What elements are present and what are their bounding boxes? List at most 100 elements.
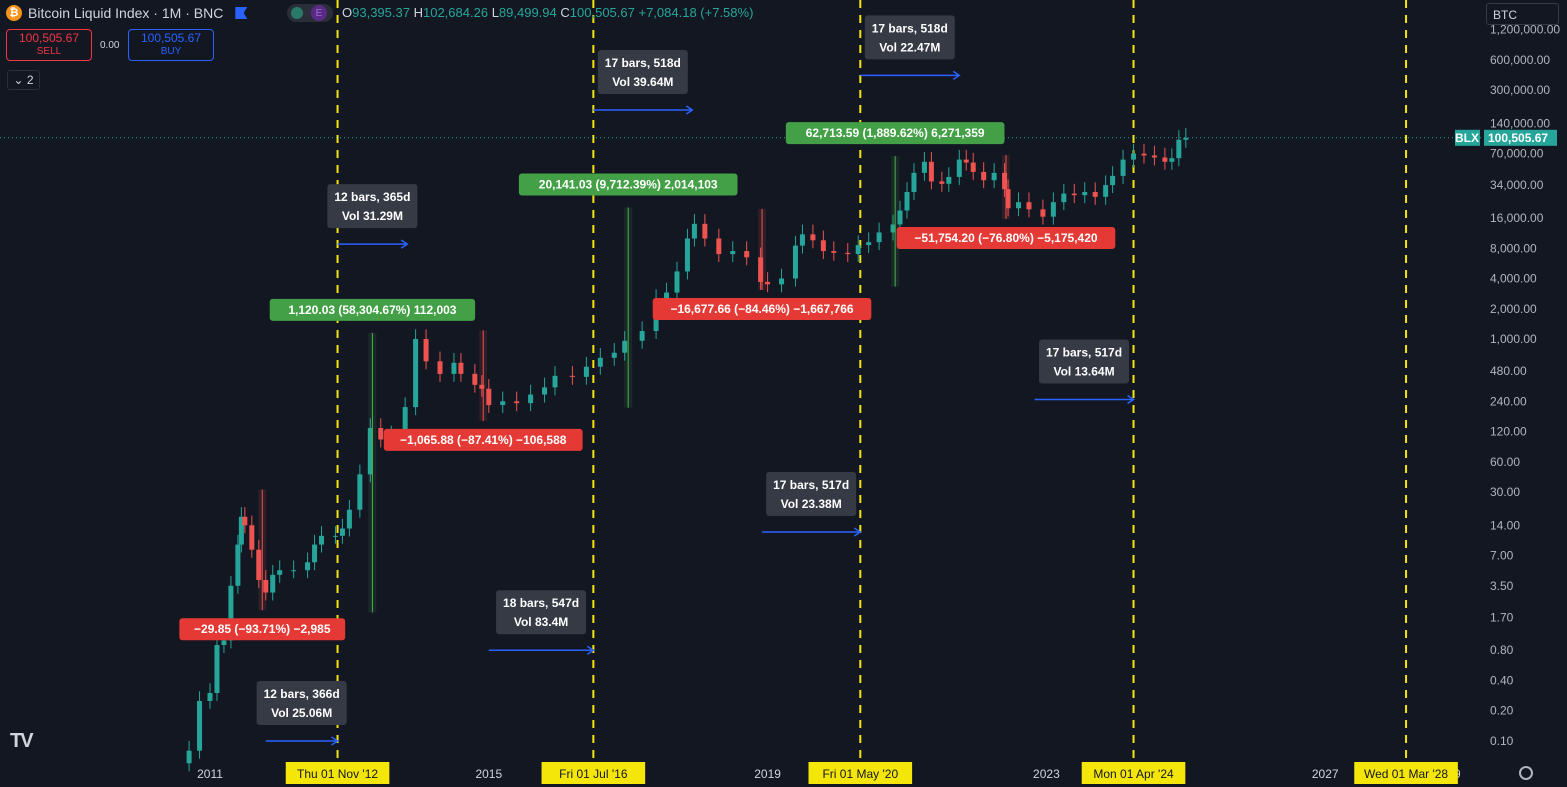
time-tick-label: 2027 [1312,767,1339,781]
symbol-badge [1455,129,1480,146]
price-tick-label: 3.50 [1490,579,1514,593]
candle-body [235,544,241,586]
range-label-box [597,50,688,95]
low-value: 89,499.94 [498,5,557,20]
price-tick-label: 0.20 [1490,704,1514,718]
high-label: H [413,5,423,20]
candle-body [1141,153,1147,156]
move-label-box [269,298,476,321]
candle-body [820,240,826,252]
candle-body [1082,192,1088,196]
candle-body [197,700,203,751]
price-tick-label: 240.00 [1490,394,1527,408]
candle-body [1183,137,1189,140]
candle-body [367,428,373,475]
candle-body [402,407,408,436]
candle-body [221,640,227,646]
price-tick-label: 30.00 [1490,485,1520,499]
price-tick-label: 0.10 [1490,734,1514,748]
tradingview-logo[interactable]: TV [10,730,34,752]
move-label: −51,754.20 (−76.80%) −5,175,420 [914,231,1097,245]
cycle-date-label: Fri 01 May '20 [822,767,898,781]
move-label: 62,713.59 (1,889.62%) 6,271,359 [806,126,985,140]
change-value: +7,084.18 (+7.58%) [638,5,754,20]
candle-body [1040,209,1046,217]
candle-body [1002,172,1008,190]
mode-toggle[interactable]: E [287,4,333,22]
candle-body [357,474,363,510]
range-label: 17 bars, 518d [605,56,681,70]
range-label: 12 bars, 366d [264,687,340,701]
range-arrowhead [952,70,961,81]
candle-body [702,223,708,239]
range-arrowhead [685,105,694,115]
price-tick-label: 120.00 [1490,425,1527,439]
low-label: L [491,5,499,20]
price-tick-label: 140,000.00 [1490,116,1550,130]
buy-label: BUY [160,46,182,57]
move-label-box [896,226,1116,249]
move-label-box [383,428,583,451]
price-tick-label: 1,000.00 [1490,332,1537,346]
candle-body [378,428,384,440]
price-tick-label: 600,000.00 [1490,53,1550,67]
candle-body [1092,192,1098,197]
candle-body [991,172,997,181]
price-tick-label: 8,000.00 [1490,241,1537,255]
range-arrowhead [1127,394,1135,405]
candle-body [664,292,670,300]
candle-body [319,535,325,545]
range-label-box [496,590,587,635]
candle-body [810,234,816,241]
range-volume-label: Vol 13.64M [1053,365,1114,379]
cycle-date-label: Thu 01 Nov '12 [297,767,378,781]
move-label: −1,065.88 (−87.41%) −106,588 [400,433,567,447]
price-tick-label: 2,000.00 [1490,302,1537,316]
range-label-box [256,680,347,725]
buy-button[interactable]: 100,505.67 BUY [128,29,214,61]
price-tick-label: 480.00 [1490,364,1527,378]
candle-body [904,192,910,211]
candle-body [622,340,628,353]
candle-body [639,331,645,341]
candle-body [1050,202,1056,217]
sell-price: 100,505.67 [18,31,80,45]
time-tick-label: 2015 [475,767,502,781]
price-tick-label: 4,000.00 [1490,272,1537,286]
status-dot-icon [291,7,303,19]
candle-body [437,361,443,374]
candle-body [831,251,837,253]
candle-body [792,245,798,279]
flag-icon[interactable] [235,7,248,19]
candle-body [486,388,492,406]
candle-body [214,645,220,694]
candle-body [963,159,969,163]
indicators-toggle[interactable]: ⌄ 2 [7,70,40,90]
price-tick-label: 7.00 [1490,549,1514,563]
mode-badge: E [311,5,327,21]
sell-button[interactable]: 100,505.67 SELL [6,29,92,61]
candle-body [890,224,896,233]
buy-price: 100,505.67 [140,31,202,45]
candle-body [921,161,927,173]
symbol-title[interactable]: Bitcoin Liquid Index · 1M · BNC [28,5,224,21]
candle-body [730,251,736,255]
move-label: 1,120.03 (58,304.67%) 112,003 [288,303,456,317]
symbol-header[interactable]: ₿ Bitcoin Liquid Index · 1M · BNC [6,3,248,23]
candle-body [583,366,589,377]
currency-select[interactable]: BTC [1486,3,1559,25]
candle-body [242,516,248,526]
candle-body [528,394,534,404]
candle-body [799,234,805,246]
candle-body [758,257,764,282]
range-volume-label: Vol 25.06M [271,706,332,720]
time-tick-label: 2011 [197,767,223,781]
candle-body [249,525,255,550]
price-tick-label: 70,000.00 [1490,147,1544,161]
candle-body [1131,153,1137,160]
gear-icon[interactable] [1519,766,1533,780]
candle-body [291,570,297,572]
candle-body [423,339,429,362]
